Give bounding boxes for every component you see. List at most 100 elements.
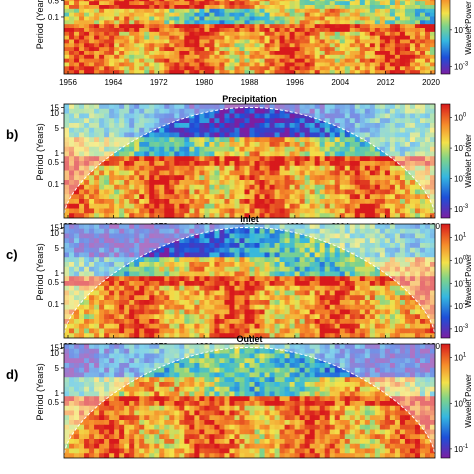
heat-cell — [184, 271, 190, 277]
heat-cell — [264, 62, 271, 67]
heat-cell — [224, 58, 231, 64]
heat-cell — [299, 262, 306, 268]
heat-cell — [144, 238, 150, 244]
heat-cell — [319, 233, 326, 239]
heat-cell — [339, 175, 346, 181]
heat-cell — [239, 43, 246, 48]
heat-cell — [334, 58, 341, 64]
heat-cell — [289, 184, 296, 191]
heat-cell — [224, 70, 231, 74]
heat-cell — [294, 70, 301, 74]
heat-cell — [299, 300, 306, 306]
heat-cell — [279, 31, 286, 37]
heat-cell — [249, 281, 256, 287]
heat-cell — [299, 54, 306, 60]
heat-cell — [324, 151, 331, 157]
heat-cell — [319, 247, 326, 254]
heat-cell — [254, 175, 261, 181]
heat-cell — [94, 170, 100, 176]
heat-cell — [224, 304, 231, 311]
heat-cell — [404, 156, 411, 162]
heat-cell — [394, 228, 401, 235]
heat-cell — [414, 243, 421, 249]
heat-cell — [189, 199, 195, 205]
heat-cell — [299, 194, 306, 200]
heat-cell — [354, 24, 361, 29]
heat-cell — [194, 189, 200, 195]
heat-cell — [254, 194, 261, 200]
heat-cell — [259, 28, 266, 33]
heat-cell — [329, 1, 336, 6]
heat-cell — [359, 247, 366, 254]
heat-cell — [214, 276, 221, 282]
heat-cell — [199, 24, 205, 29]
heat-cell — [124, 104, 130, 110]
heat-cell — [64, 31, 70, 37]
heat-cell — [194, 35, 200, 41]
heat-cell — [354, 304, 361, 311]
heat-cell — [354, 257, 361, 263]
heat-cell — [234, 228, 241, 235]
heat-cell — [304, 28, 311, 33]
heat-cell — [229, 118, 236, 124]
heat-cell — [314, 127, 321, 134]
heat-cell — [294, 146, 301, 153]
heat-cell — [249, 161, 256, 167]
heat-cell — [394, 24, 401, 29]
heat-cell — [119, 266, 125, 273]
heat-cell — [304, 151, 311, 157]
heat-cell — [344, 123, 351, 129]
heat-cell — [329, 43, 336, 48]
heat-cell — [64, 156, 70, 162]
heat-cell — [129, 194, 135, 200]
heat-cell — [109, 47, 115, 52]
heat-cell — [194, 266, 200, 273]
heat-cell — [224, 35, 231, 41]
heat-cell — [329, 132, 336, 138]
heat-cell — [389, 257, 396, 263]
heat-cell — [424, 47, 431, 52]
heat-cell — [89, 290, 95, 296]
heat-cell — [184, 170, 190, 176]
heat-cell — [314, 54, 321, 60]
heat-cell — [159, 252, 165, 258]
heat-cell — [139, 290, 145, 296]
heat-cell — [404, 16, 411, 21]
heat-cell — [424, 39, 431, 44]
heat-cell — [409, 266, 416, 273]
heat-cell — [409, 224, 416, 230]
heat-cell — [284, 104, 291, 110]
heat-cell — [239, 47, 246, 52]
heat-cell — [384, 184, 391, 191]
heat-cell — [129, 43, 135, 48]
heat-cell — [294, 161, 301, 167]
heat-cell — [399, 180, 406, 186]
heat-cell — [249, 54, 256, 60]
heat-cell — [289, 295, 296, 301]
heat-cell — [354, 39, 361, 44]
heat-cell — [99, 199, 105, 205]
heat-cell — [134, 285, 140, 292]
heat-cell — [249, 189, 256, 195]
heat-cell — [119, 165, 125, 172]
heat-cell — [229, 300, 236, 306]
heat-cell — [429, 233, 435, 239]
heat-cell — [224, 175, 231, 181]
heat-cell — [139, 238, 145, 244]
heat-cell — [204, 180, 210, 186]
heat-cell — [129, 5, 135, 10]
x-tick-label: 1972 — [150, 78, 168, 87]
heat-cell — [104, 189, 110, 195]
heat-cell — [194, 257, 200, 263]
heat-cell — [79, 276, 85, 282]
heat-cell — [284, 175, 291, 181]
heat-cell — [409, 28, 416, 33]
heat-cell — [64, 43, 70, 48]
heat-cell — [154, 51, 160, 56]
heat-cell — [204, 194, 210, 200]
heat-cell — [134, 213, 140, 218]
heat-cell — [259, 118, 266, 124]
heat-cell — [129, 156, 135, 162]
heat-cell — [359, 118, 366, 124]
heat-cell — [79, 16, 85, 21]
